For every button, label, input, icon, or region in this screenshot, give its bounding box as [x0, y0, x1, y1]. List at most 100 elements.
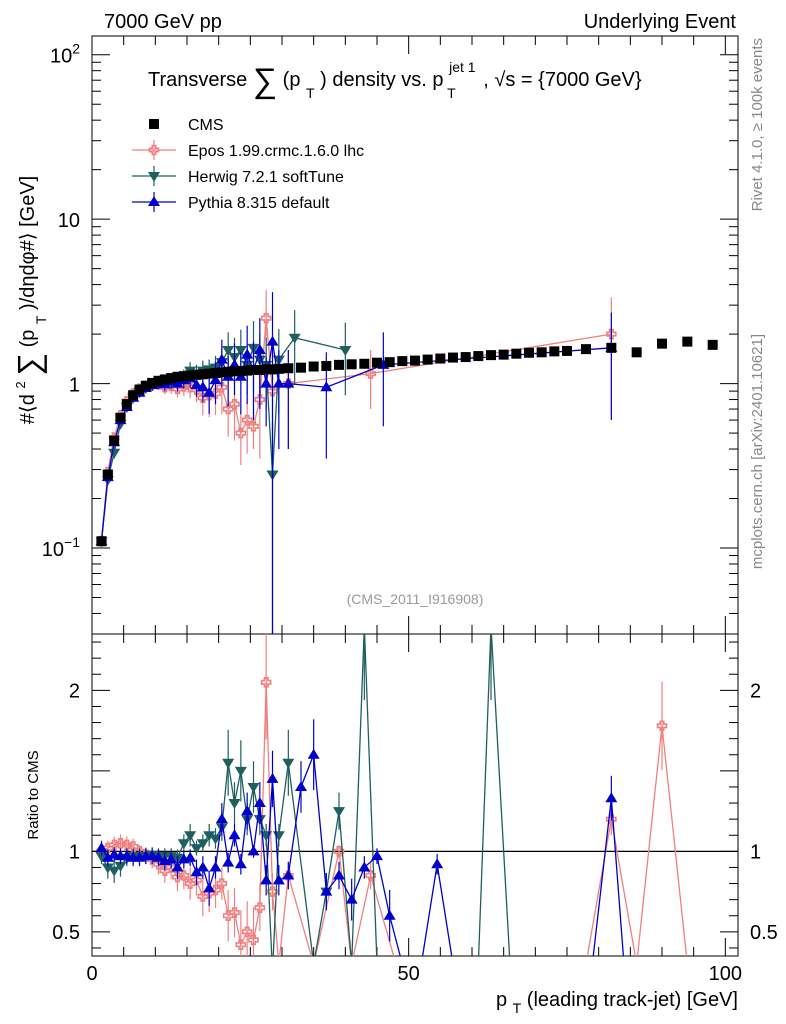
ratio-point — [247, 845, 260, 856]
ratio-point — [177, 839, 190, 850]
ratio-point — [191, 875, 202, 886]
ratio-point — [178, 870, 190, 881]
main-data-layer — [95, 290, 718, 634]
ratio-point — [234, 858, 247, 869]
ratio-point — [184, 831, 197, 842]
ratio-point — [272, 831, 285, 842]
data-point — [282, 377, 295, 388]
ratio-point — [267, 886, 278, 897]
ylabel-part-c: )/dηdφ#⟩ [GeV] — [17, 176, 39, 310]
data-point — [235, 427, 247, 439]
ratio-point — [235, 939, 247, 951]
legend-label: Pythia 8.315 default — [188, 195, 330, 212]
x-axis-ticks: 0 50 100 — [86, 36, 742, 985]
data-point — [216, 381, 228, 393]
ratio-point — [266, 772, 279, 783]
ratio-point — [320, 885, 333, 896]
ratio-point — [605, 792, 618, 803]
ratio-tick-label-left: 0.5 — [52, 922, 80, 944]
cms-data-point — [631, 347, 642, 358]
cms-data-point — [473, 351, 484, 362]
ratio-tick-label-left: 2 — [69, 680, 80, 702]
cms-data-point — [254, 364, 265, 375]
ratio-point — [95, 852, 108, 863]
data-point — [222, 346, 235, 357]
cms-data-point — [204, 368, 215, 379]
ratio-tick-label-right: 1 — [750, 841, 761, 863]
cms-data-point — [549, 346, 560, 357]
ratio-tick-label-left: 1 — [69, 841, 80, 863]
data-point — [260, 312, 272, 324]
title-jet-sup: jet 1 — [448, 59, 476, 75]
ratio-point-shape — [115, 838, 126, 849]
cms-data-point — [166, 373, 177, 384]
title-pt-sub: T — [306, 85, 315, 101]
ratio-y-label: Ratio to CMS — [25, 750, 42, 839]
ratio-point — [241, 926, 253, 938]
cms-data-point — [128, 390, 139, 401]
ratio-point — [295, 780, 307, 791]
data-point — [241, 348, 254, 359]
ratio-point — [371, 850, 383, 861]
ratio-point — [656, 720, 668, 732]
data-point — [253, 344, 266, 355]
data-point — [266, 335, 279, 346]
ratio-point — [228, 829, 241, 840]
cms-data-point — [96, 536, 107, 547]
data-point — [209, 374, 222, 385]
data-point — [272, 377, 285, 388]
plot-title: Transverse ∑ (p T ) density vs. p jet 1 … — [148, 59, 642, 101]
data-point — [229, 398, 240, 410]
ratio-line-1 — [100, 634, 511, 956]
ratio-point — [485, 622, 497, 632]
data-point-shape — [235, 427, 247, 439]
legend-label: Epos 1.99.crmc.1.6.0 lhc — [188, 143, 364, 160]
ratio-line-0 — [101, 682, 688, 956]
cms-data-point — [384, 357, 395, 368]
y-tick-label-base: 10 — [50, 46, 72, 68]
y-tick-label: 1 — [69, 375, 80, 397]
cms-data-point — [486, 350, 496, 361]
cms-data-point — [321, 360, 332, 371]
ratio-point-shape — [178, 870, 190, 881]
ratio-point — [215, 813, 228, 824]
cms-data-point — [273, 363, 284, 374]
cms-data-point — [109, 435, 120, 446]
ratio-point-shape — [248, 934, 259, 946]
legend-marker — [149, 119, 159, 129]
data-point — [190, 379, 203, 390]
data-point — [222, 403, 234, 415]
ratio-point-shape — [191, 875, 202, 886]
cms-data-point — [498, 349, 509, 360]
data-point-shape — [606, 328, 617, 340]
ratio-point — [190, 866, 203, 877]
data-point — [203, 386, 216, 397]
cms-data-point — [397, 356, 408, 367]
cms-data-point — [153, 375, 164, 386]
data-point-shape — [254, 394, 266, 405]
y-tick-label: 10 — [58, 210, 80, 232]
cms-data-point — [422, 354, 433, 365]
header-analysis-type: Underlying Event — [584, 11, 737, 33]
ratio-point — [253, 797, 266, 808]
ratio-point — [115, 838, 126, 849]
ratio-point — [209, 834, 222, 845]
ratio-axis-ticks: 2 2 1 1 0.5 0.5 — [52, 641, 778, 949]
cms-data-point — [229, 366, 240, 377]
cms-data-point — [235, 366, 246, 377]
legend-marker-shape — [148, 144, 160, 156]
rivet-label: Rivet 4.1.0, ≥ 100k events — [749, 38, 766, 211]
ratio-plot-frame — [91, 633, 739, 957]
svg-text:#⟨d 2 ∑ (p: #⟨d 2 ∑ (p T )/dηdφ#⟩ [GeV] — [8, 176, 51, 424]
cms-data-point — [410, 355, 420, 366]
analysis-id: (CMS_2011_I916908) — [347, 591, 484, 607]
ratio-point — [234, 766, 247, 777]
ratio-point — [333, 807, 345, 818]
cms-data-point — [511, 348, 522, 359]
ratio-point — [196, 861, 209, 872]
ratio-point — [209, 861, 222, 872]
xlabel-rest: (leading track-jet) [GeV] — [527, 989, 738, 1011]
cms-data-point — [216, 367, 227, 378]
